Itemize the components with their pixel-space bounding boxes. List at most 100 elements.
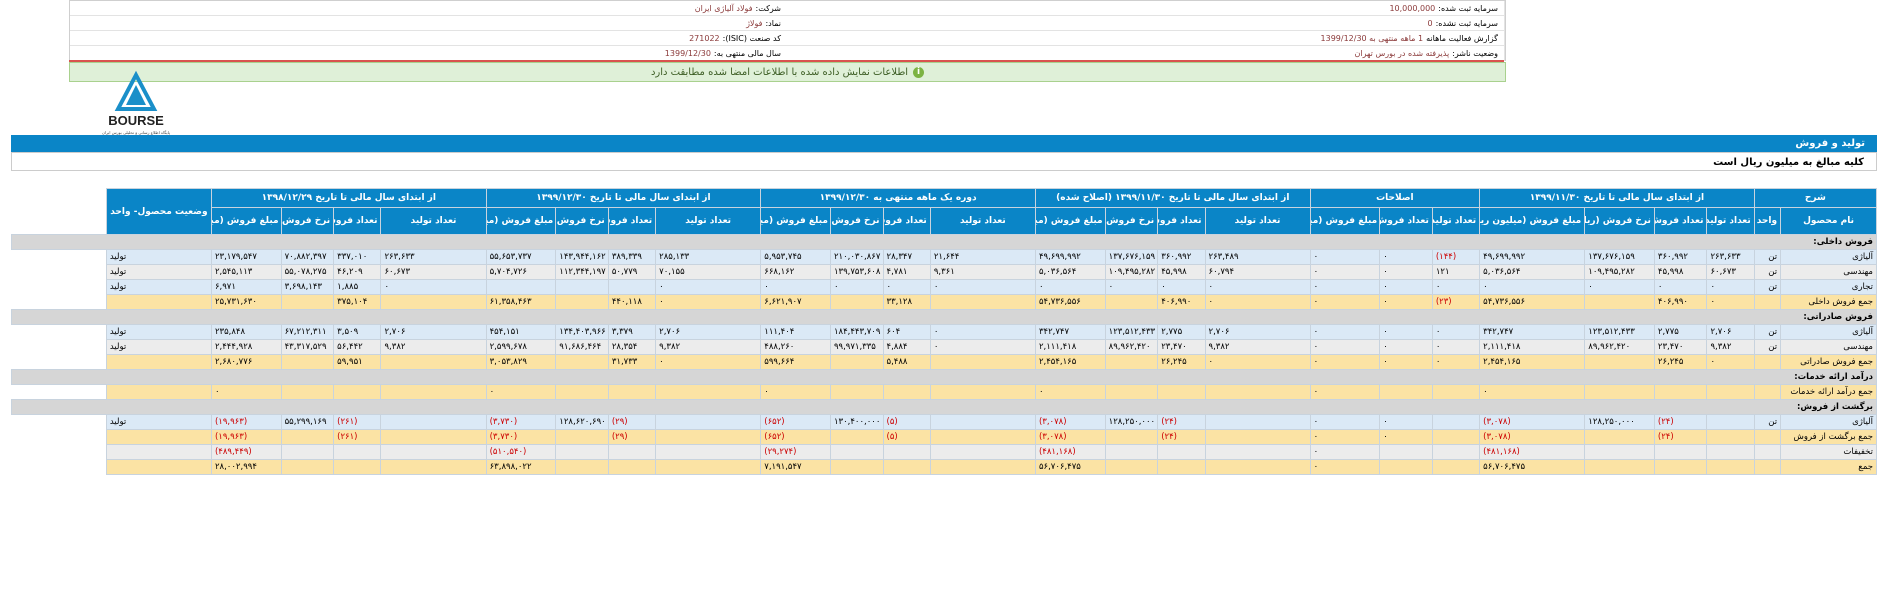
value-cell bbox=[929, 384, 1036, 400]
value-cell: ۰ bbox=[1706, 279, 1755, 295]
value-cell: ۰ bbox=[1379, 429, 1433, 445]
value-cell: ۱۲۸,۲۵۰,۰۰۰ bbox=[1584, 414, 1655, 430]
value-cell: ۲۸,۳۴۷ bbox=[882, 249, 931, 265]
value-cell: ۰ bbox=[1034, 384, 1106, 400]
value-cell bbox=[607, 459, 657, 475]
value-cell: ۵۹۹,۶۶۴ bbox=[760, 354, 831, 370]
value-cell: ۰ bbox=[655, 354, 762, 370]
value-cell: ۱۰۹,۴۹۵,۲۸۲ bbox=[1104, 264, 1159, 280]
value-cell bbox=[829, 459, 884, 475]
unreg-capital-label: سرمایه ثبت نشده: bbox=[1435, 18, 1498, 28]
value-cell: ۰ bbox=[1379, 279, 1433, 295]
value-cell: (۲۹) bbox=[607, 414, 657, 430]
value-cell bbox=[1706, 444, 1755, 460]
value-cell bbox=[1584, 459, 1655, 475]
value-cell bbox=[1653, 459, 1708, 475]
section-title: تولید و فروش bbox=[11, 135, 1877, 152]
value-cell: ۰ bbox=[1379, 354, 1433, 370]
value-cell: ۴۶,۲۰۹ bbox=[333, 264, 382, 280]
value-cell: ۴,۷۸۱ bbox=[882, 264, 931, 280]
value-cell bbox=[380, 294, 487, 310]
value-cell: ۰ bbox=[1379, 294, 1433, 310]
header-sub-4-3: مبلغ فروش (میلیون ریال) bbox=[485, 207, 557, 235]
value-cell: ۰ bbox=[655, 294, 762, 310]
value-cell bbox=[929, 444, 1036, 460]
value-cell bbox=[280, 384, 335, 400]
product-name: مهندسی bbox=[1780, 339, 1877, 355]
status-cell: تولید bbox=[105, 414, 212, 430]
value-cell: ۰ bbox=[1379, 249, 1433, 265]
unit-cell bbox=[1753, 294, 1782, 310]
value-cell bbox=[929, 414, 1036, 430]
value-cell: ۰ bbox=[1309, 324, 1381, 340]
value-cell bbox=[555, 444, 609, 460]
group-label: برگشت از فروش: bbox=[11, 399, 1877, 415]
value-cell: ۷۰,۱۵۵ bbox=[655, 264, 762, 280]
value-cell: ۵,۰۳۶,۵۶۴ bbox=[1034, 264, 1106, 280]
value-cell: ۰ bbox=[1309, 294, 1381, 310]
group-label: فروش صادراتی: bbox=[11, 309, 1877, 325]
report-cell: گزارش فعالیت ماهانه 1 ماهه منتهی به 1399/… bbox=[787, 31, 1505, 45]
value-cell bbox=[280, 354, 335, 370]
header-sub-4-0: تعداد تولید bbox=[655, 207, 762, 235]
header-period-5: از ابتدای سال مالی تا تاریخ ۱۳۹۸/۱۲/۲۹ bbox=[210, 188, 487, 208]
table-row: جمع فروش داخلی ۰ ۴۰۶,۹۹۰ ۵۴,۷۳۶,۵۵۶ (۲۳) ۰ ۰ ۰ ۴… bbox=[12, 294, 1877, 310]
value-cell: ۲,۵۹۹,۶۷۸ bbox=[485, 339, 557, 355]
value-cell bbox=[882, 459, 931, 475]
value-cell: ۳۳۷,۰۱۰ bbox=[333, 249, 382, 265]
table-row: جمع برگشت از فروش (۲۴) (۳,۰۷۸) ۰ ۰ (۲۴) (۳,۰۷۸… bbox=[12, 429, 1877, 445]
value-cell: ۹,۳۸۲ bbox=[655, 339, 762, 355]
value-cell bbox=[555, 294, 609, 310]
value-cell bbox=[1653, 384, 1708, 400]
header-sub-3-3: مبلغ فروش (میلیون ریال) bbox=[760, 207, 831, 235]
status-label: وضعیت ناشر: bbox=[1452, 48, 1498, 58]
value-cell: (۵) bbox=[882, 414, 931, 430]
table-row: آلیاژی تن (۲۴) ۱۲۸,۲۵۰,۰۰۰ (۳,۰۷۸) ۰ ۰ (۲۴) ۱۲۸,… bbox=[12, 414, 1877, 430]
value-cell: ۶۷,۲۱۲,۳۱۱ bbox=[280, 324, 335, 340]
bourse-logo[interactable]: BOURSE پایگاه اطلاع رسانی و تحلیلی بورس … bbox=[96, 69, 176, 137]
value-cell: ۳,۰۵۳,۸۲۹ bbox=[485, 354, 557, 370]
value-cell: ۰ bbox=[1309, 249, 1381, 265]
group-header-row: درآمد ارائه خدمات: bbox=[11, 369, 1877, 385]
header-sub-5-1: تعداد فروش bbox=[333, 207, 382, 235]
value-cell: ۱۴۳,۹۴۴,۱۶۲ bbox=[555, 249, 609, 265]
capital-cell: سرمایه ثبت شده: 10,000,000 bbox=[787, 1, 1505, 15]
value-cell: ۰ bbox=[1706, 354, 1755, 370]
header-sub-1-2: مبلغ فروش (میلیون ریال) bbox=[1309, 207, 1381, 235]
value-cell: ۵۹,۹۵۱ bbox=[333, 354, 382, 370]
value-cell bbox=[380, 354, 487, 370]
value-cell: ۴۵,۹۹۸ bbox=[1653, 264, 1708, 280]
unreg-capital-value: 0 bbox=[1427, 18, 1433, 28]
value-cell bbox=[1157, 384, 1206, 400]
value-cell bbox=[1584, 444, 1655, 460]
report-label: گزارش فعالیت ماهانه bbox=[1426, 33, 1498, 43]
value-cell bbox=[1204, 414, 1311, 430]
value-cell bbox=[829, 294, 884, 310]
company-value: فولاد آلیاژی ایران bbox=[694, 3, 753, 13]
value-cell: ۹۹,۹۷۱,۳۳۵ bbox=[829, 339, 884, 355]
value-cell: ۴۴۰,۱۱۸ bbox=[607, 294, 657, 310]
value-cell: ۳۳,۱۲۸ bbox=[882, 294, 931, 310]
status-value: پذیرفته شده در بورس تهران bbox=[1354, 48, 1450, 58]
header-sub-0-3: مبلغ فروش (میلیون ریال) bbox=[1479, 207, 1586, 235]
value-cell bbox=[280, 294, 335, 310]
value-cell: ۲,۱۱۱,۴۱۸ bbox=[1479, 339, 1586, 355]
unreg-capital-cell: سرمایه ثبت نشده: 0 bbox=[787, 16, 1505, 30]
table-row: مهندسی تن ۶۰,۶۷۳ ۴۵,۹۹۸ ۱۰۹,۴۹۵,۲۸۲ ۵,۰۳۶,۵۶۴… bbox=[12, 264, 1877, 280]
value-cell bbox=[829, 354, 884, 370]
value-cell: ۰ bbox=[1309, 384, 1381, 400]
info-icon: i bbox=[913, 66, 925, 78]
value-cell: ۲,۴۵۴,۱۶۵ bbox=[1034, 354, 1106, 370]
value-cell: (۲۶۱) bbox=[333, 414, 382, 430]
value-cell bbox=[333, 384, 382, 400]
value-cell: ۶۱,۳۵۸,۴۶۳ bbox=[485, 294, 557, 310]
value-cell bbox=[1104, 384, 1159, 400]
table-row: جمع فروش صادراتی ۰ ۲۶,۲۴۵ ۲,۴۵۴,۱۶۵ ۰ ۰ ۰ ۰ ۲۶,۲… bbox=[12, 354, 1877, 370]
value-cell bbox=[882, 444, 931, 460]
header-sub-3-2: نرخ فروش (ریال) bbox=[829, 207, 884, 235]
value-cell bbox=[1653, 444, 1708, 460]
header-period-2: از ابتدای سال مالی تا تاریخ ۱۳۹۹/۱۱/۳۰ (… bbox=[1034, 188, 1311, 208]
value-cell: ۳,۵۰۹ bbox=[333, 324, 382, 340]
value-cell: ۰ bbox=[1309, 354, 1381, 370]
table-row: جمع درآمد ارائه خدمات ۰ ۰ ۰ ۰ ۰ ۰ bbox=[12, 384, 1877, 400]
